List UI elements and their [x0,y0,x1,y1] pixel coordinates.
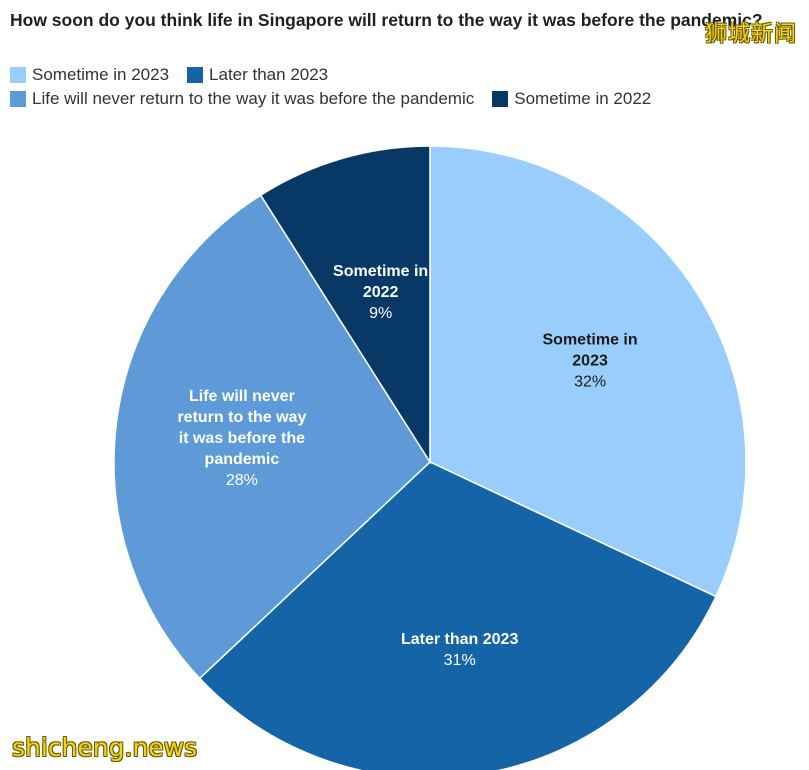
slice-label-line: 2023 [572,352,608,369]
pie-slice-sometime-in-2022 [259,145,431,465]
slice-label-line: Sometime in [333,263,428,280]
legend-item-sometime-2022: Sometime in 2022 [492,89,651,109]
legend-item-later-than-2023: Later than 2023 [187,65,328,85]
slice-label-line: Life will never [189,388,295,405]
legend-label: Sometime in 2023 [32,65,170,84]
slice-label-line: it was before the [179,430,305,447]
legend-swatch [187,67,204,83]
slice-label-line: Later than 2023 [401,631,518,648]
slice-value-label: 28% [226,472,258,489]
legend-label: Life will never return to the way it was… [32,89,475,108]
legend-item-never-return: Life will never return to the way it was… [10,89,474,109]
slice-value-label: 32% [574,373,606,390]
slice-label-life-will-never-return-to-the-way-it-was-before-the-pandemic: Life will never return to the way it was b… [177,388,306,489]
slice-value-label: 9% [369,305,392,322]
slice-label-line: Sometime in [543,331,638,348]
legend-label: Later than 2023 [209,65,329,84]
chart-title: How soon do you think life in Singapore … [10,10,763,30]
pie-slice-life-will-never-return-to-the-way-it-was-before-the-pandemic [113,194,431,680]
legend-swatch [10,67,26,83]
slice-label-line: 2022 [363,284,399,301]
slice-label-line: return to the way [177,409,306,426]
legend-swatch [492,91,509,107]
watermark-top: 狮城新闻 [704,22,797,47]
slice-value-label: 31% [444,652,476,669]
slice-label-sometime-in-2022: Sometime in 2022 9% [333,263,428,322]
pie-slice-sometime-in-2023 [429,145,747,598]
legend-item-sometime-2023: Sometime in 2023 [10,65,169,85]
slice-label-sometime-in-2023: Sometime in 2023 32% [543,331,638,390]
slice-label-line: pandemic [205,451,280,468]
legend: Sometime in 2023 Later than 2023 Life wi… [10,63,710,111]
pie-slice-later-than-2023 [198,461,717,770]
legend-row: Sometime in 2023 Later than 2023 [10,63,710,87]
legend-swatch [10,91,26,107]
legend-label: Sometime in 2022 [514,89,652,108]
slice-label-later-than-2023: Later than 2023 31% [401,631,518,669]
legend-row: Life will never return to the way it was… [10,87,710,111]
watermark-bottom: shicheng.news [12,733,198,762]
